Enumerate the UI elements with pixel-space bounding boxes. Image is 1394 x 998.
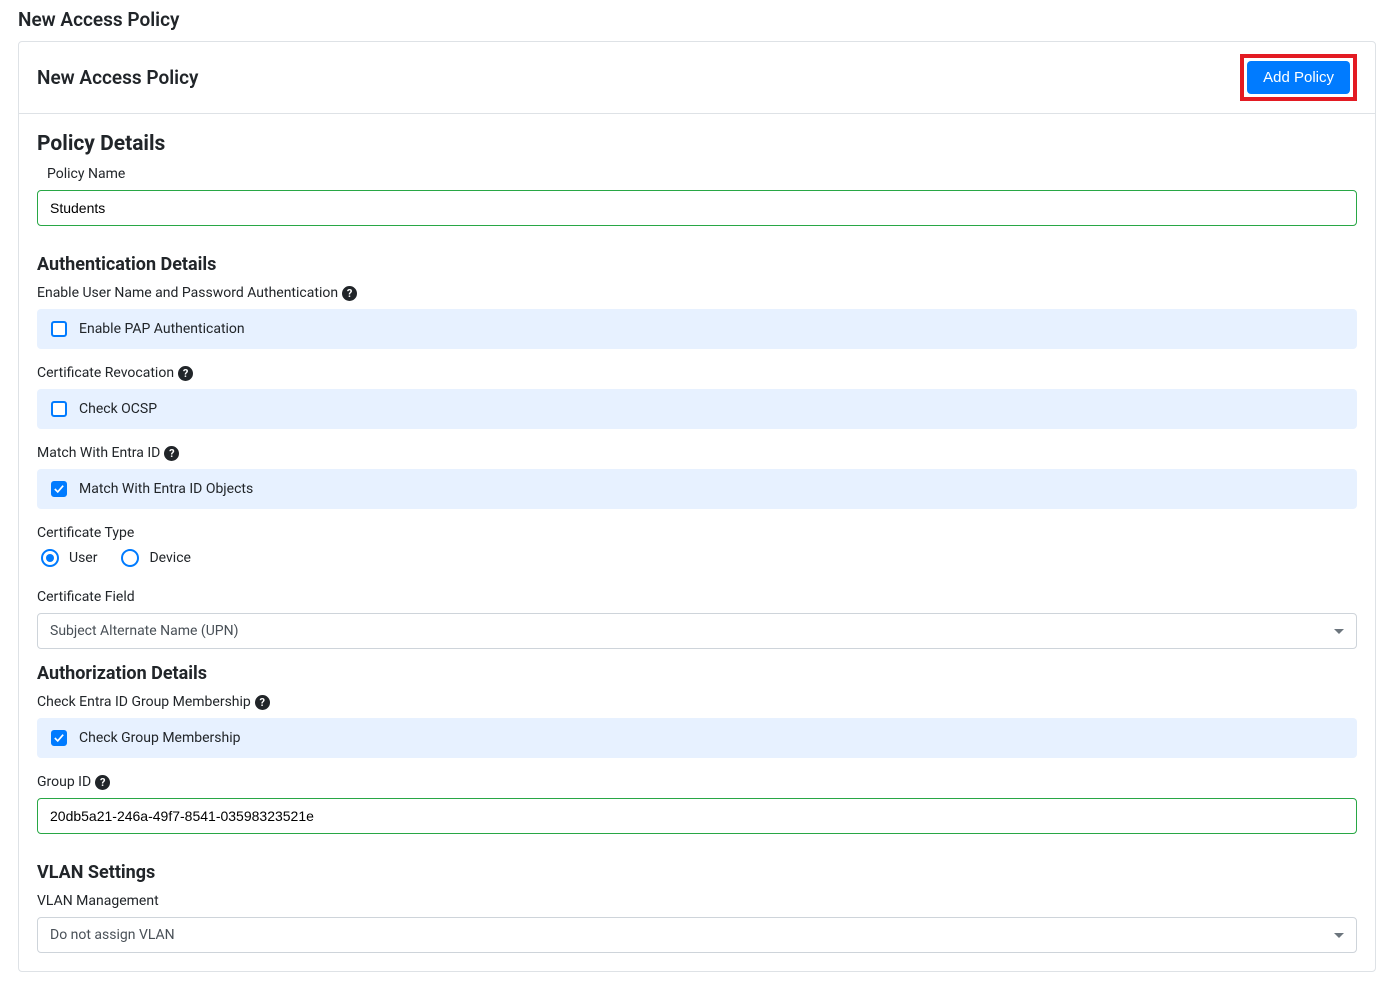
vlan-settings-title: VLAN Settings — [37, 862, 1357, 883]
match-entra-objects-label: Match With Entra ID Objects — [79, 481, 253, 497]
cert-revocation-label-text: Certificate Revocation — [37, 365, 174, 381]
add-policy-button[interactable]: Add Policy — [1247, 61, 1350, 94]
chevron-down-icon — [1334, 933, 1344, 938]
check-group-label: Check Group Membership — [79, 730, 240, 746]
cert-type-device[interactable]: Device — [121, 549, 190, 567]
cert-type-label: Certificate Type — [37, 525, 1357, 541]
match-entra-label-text: Match With Entra ID — [37, 445, 160, 461]
check-group-header-text: Check Entra ID Group Membership — [37, 694, 251, 710]
radio-user[interactable] — [41, 549, 59, 567]
card-body: Policy Details Policy Name Authenticatio… — [19, 114, 1375, 971]
vlan-mgmt-value: Do not assign VLAN — [50, 927, 175, 943]
enable-pap-row[interactable]: Enable PAP Authentication — [37, 309, 1357, 349]
cert-type-user[interactable]: User — [41, 549, 97, 567]
enable-pap-label: Enable PAP Authentication — [79, 321, 245, 337]
radio-device[interactable] — [121, 549, 139, 567]
page-title: New Access Policy — [18, 8, 1376, 31]
cert-field-label: Certificate Field — [37, 589, 1357, 605]
help-icon[interactable]: ? — [164, 446, 179, 461]
help-icon[interactable]: ? — [178, 366, 193, 381]
enable-unpw-label-text: Enable User Name and Password Authentica… — [37, 285, 338, 301]
policy-card: New Access Policy Add Policy Policy Deta… — [18, 41, 1376, 972]
check-ocsp-label: Check OCSP — [79, 401, 157, 417]
radio-device-label: Device — [149, 550, 190, 566]
check-ocsp-checkbox[interactable] — [51, 401, 67, 417]
cert-field-value: Subject Alternate Name (UPN) — [50, 623, 239, 639]
card-header-title: New Access Policy — [37, 66, 198, 89]
vlan-mgmt-label: VLAN Management — [37, 893, 1357, 909]
enable-pap-checkbox[interactable] — [51, 321, 67, 337]
vlan-mgmt-select[interactable]: Do not assign VLAN — [37, 917, 1357, 953]
match-entra-label: Match With Entra ID ? — [37, 445, 1357, 461]
group-id-input[interactable] — [37, 798, 1357, 834]
match-entra-row[interactable]: Match With Entra ID Objects — [37, 469, 1357, 509]
help-icon[interactable]: ? — [95, 775, 110, 790]
check-group-checkbox[interactable] — [51, 730, 67, 746]
check-group-header-label: Check Entra ID Group Membership ? — [37, 694, 1357, 710]
chevron-down-icon — [1334, 629, 1344, 634]
group-id-label-text: Group ID — [37, 774, 91, 790]
auth-details-title: Authentication Details — [37, 254, 1357, 275]
match-entra-checkbox[interactable] — [51, 481, 67, 497]
enable-unpw-label: Enable User Name and Password Authentica… — [37, 285, 1357, 301]
cert-type-radio-group: User Device — [37, 549, 1357, 567]
radio-user-label: User — [69, 550, 97, 566]
policy-details-title: Policy Details — [37, 132, 1357, 156]
cert-field-select[interactable]: Subject Alternate Name (UPN) — [37, 613, 1357, 649]
group-id-label: Group ID ? — [37, 774, 1357, 790]
help-icon[interactable]: ? — [342, 286, 357, 301]
policy-name-label: Policy Name — [47, 166, 1357, 182]
add-policy-highlight: Add Policy — [1240, 54, 1357, 101]
authz-details-title: Authorization Details — [37, 663, 1357, 684]
cert-revocation-label: Certificate Revocation ? — [37, 365, 1357, 381]
check-ocsp-row[interactable]: Check OCSP — [37, 389, 1357, 429]
policy-name-input[interactable] — [37, 190, 1357, 226]
help-icon[interactable]: ? — [255, 695, 270, 710]
check-group-row[interactable]: Check Group Membership — [37, 718, 1357, 758]
card-header: New Access Policy Add Policy — [19, 42, 1375, 114]
